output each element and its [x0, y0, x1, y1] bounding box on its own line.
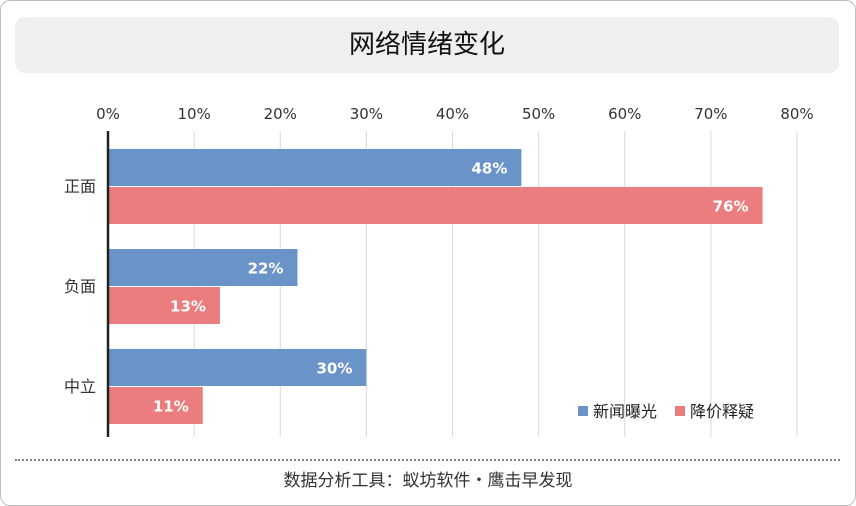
x-tick-label: 0% — [96, 105, 120, 123]
x-tick-label: 40% — [436, 105, 469, 123]
bar — [108, 187, 763, 224]
bar-data-label: 76% — [713, 198, 749, 216]
bar-data-label: 30% — [316, 360, 352, 378]
bar — [108, 249, 298, 286]
footer-divider — [15, 459, 840, 461]
bar — [108, 387, 203, 424]
x-tick-label: 20% — [264, 105, 297, 123]
legend-label: 降价释疑 — [690, 402, 754, 421]
bar — [108, 349, 367, 386]
category-label: 负面 — [64, 277, 96, 296]
bar — [108, 287, 220, 324]
bar — [108, 149, 522, 186]
title-bar: 网络情绪变化 — [15, 17, 839, 73]
x-tick-label: 10% — [177, 105, 210, 123]
legend-swatch — [578, 406, 588, 416]
footer-source: 数据分析工具：蚁坊软件・鹰击早发现 — [283, 471, 573, 491]
x-tick-label: 30% — [350, 105, 383, 123]
category-label: 正面 — [64, 177, 96, 196]
x-tick-label: 70% — [694, 105, 727, 123]
bar-data-label: 13% — [170, 298, 206, 316]
legend-label: 新闻曝光 — [593, 402, 657, 421]
chart-title: 网络情绪变化 — [348, 30, 505, 60]
x-tick-label: 80% — [780, 105, 813, 123]
category-label: 中立 — [64, 377, 96, 396]
bar-data-label: 11% — [153, 398, 189, 416]
legend-swatch — [675, 406, 685, 416]
x-tick-label: 50% — [522, 105, 555, 123]
x-tick-label: 60% — [608, 105, 641, 123]
bar-data-label: 48% — [471, 160, 507, 178]
bar-data-label: 22% — [248, 260, 284, 278]
